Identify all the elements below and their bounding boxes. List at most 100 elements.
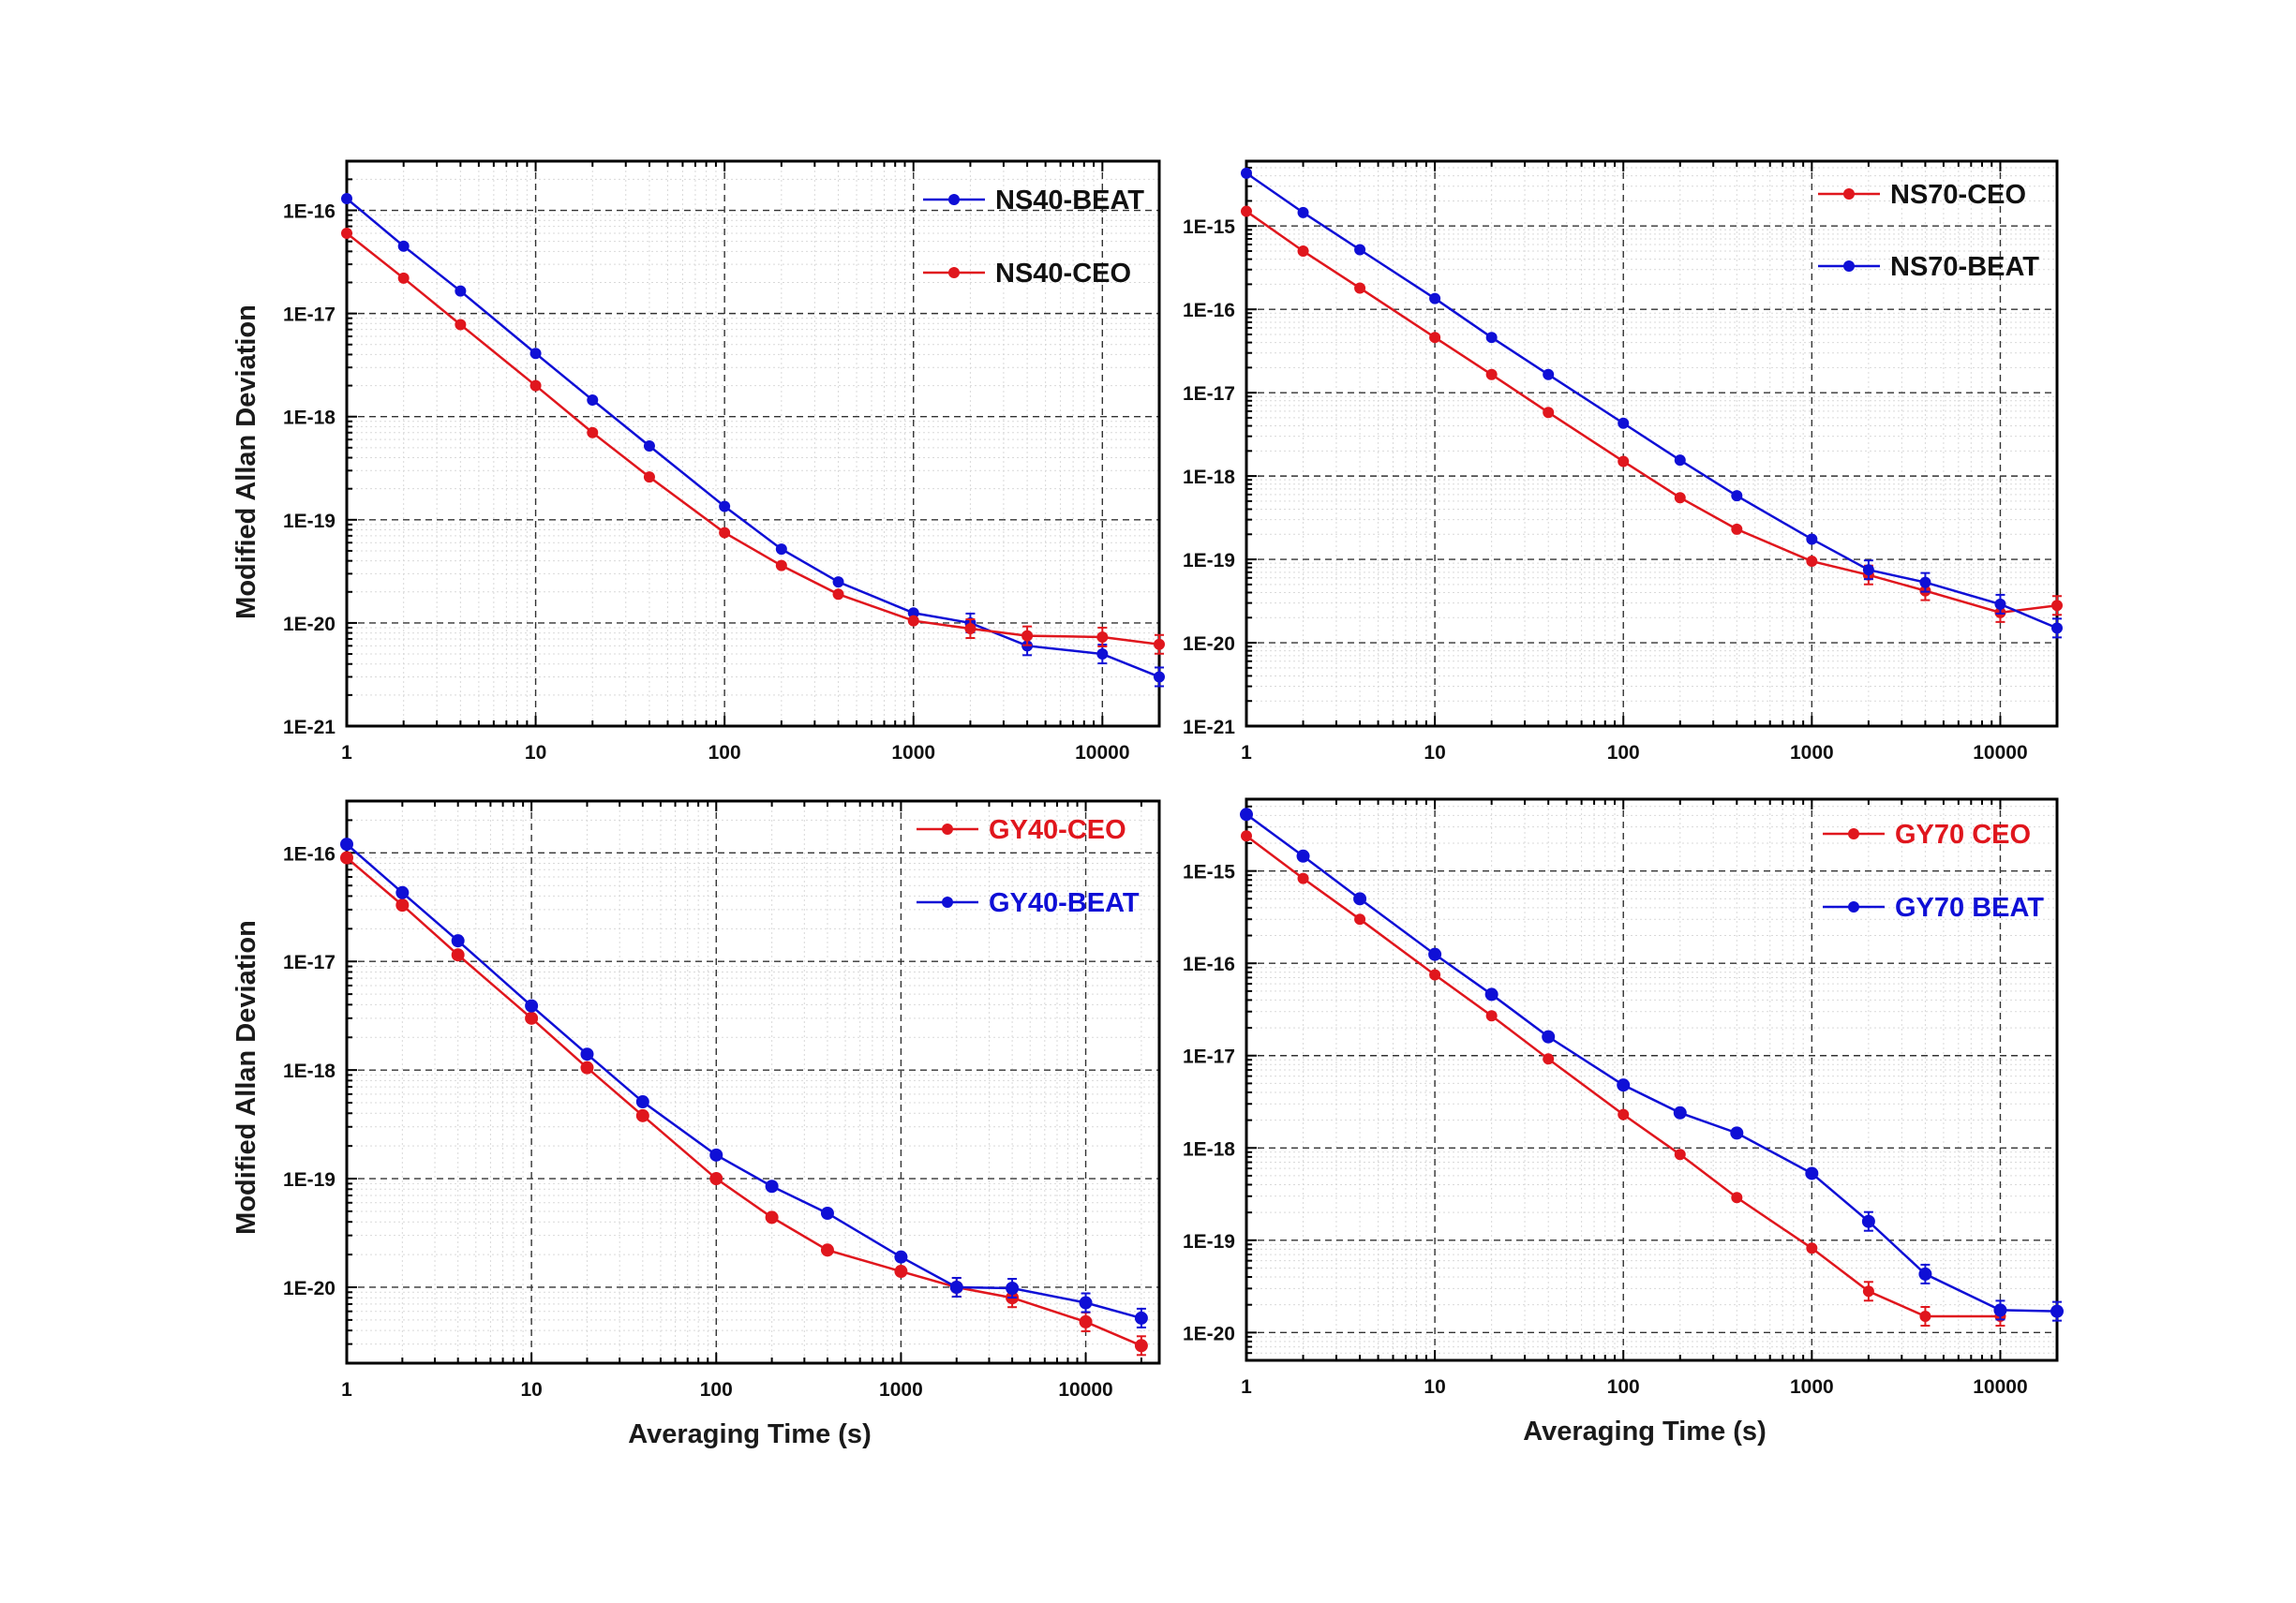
data-point [832, 576, 844, 588]
data-point [1543, 368, 1555, 380]
data-point [1805, 1166, 1819, 1180]
data-point [451, 934, 465, 948]
legend-entry: GY70 CEO [1823, 820, 2031, 850]
data-point [894, 1250, 908, 1264]
data-point [832, 588, 844, 601]
y-tick-label: 1E-16 [1183, 300, 1235, 321]
y-axis-label-top: Modified Allan Deviation [231, 304, 261, 619]
y-tick-label: 1E-15 [1183, 216, 1235, 238]
data-point [1542, 1030, 1556, 1044]
data-point [525, 999, 539, 1013]
x-tick-label: 1 [341, 1379, 352, 1401]
data-point [1096, 631, 1109, 643]
y-tick-label: 1E-17 [283, 952, 335, 973]
data-point [397, 240, 410, 252]
panel-bottom-left: 1 10 100 1000 10000 1E-20 1E-19 1E-18 1E-17 1E-16… [283, 799, 1161, 1401]
plot-frame [345, 159, 1161, 728]
legend-label: NS40-BEAT [995, 186, 1144, 215]
series-gy70-beat [1240, 808, 2064, 1322]
x-tick-label: 10 [525, 742, 546, 764]
data-point [1134, 1311, 1148, 1325]
x-tick-label: 1000 [1790, 1376, 1834, 1398]
major-grid [347, 161, 1159, 726]
data-point [820, 1207, 834, 1221]
data-point [397, 272, 410, 284]
series-ns40-ceo [341, 227, 1165, 655]
legend-label: GY40-CEO [989, 815, 1126, 845]
data-point [2051, 600, 2063, 612]
series-line [1245, 813, 2058, 1313]
data-point [1297, 206, 1309, 218]
y-tick-label: 1E-17 [1183, 1046, 1235, 1068]
data-point [1354, 282, 1366, 294]
y-tick-label: 1E-18 [1183, 467, 1235, 488]
legend-label: NS40-CEO [995, 259, 1131, 289]
data-point [1079, 1314, 1093, 1328]
x-tick-label: 10 [520, 1379, 542, 1401]
panel-top-left: 1 10 100 1000 10000 1E-21 1E-20 1E-19 1E-18 1E-17… [283, 159, 1165, 764]
legend-marker [942, 824, 953, 835]
y-tick-label: 1E-18 [283, 408, 335, 429]
data-point [775, 559, 787, 571]
data-point [820, 1243, 834, 1257]
x-tick-label: 1000 [879, 1379, 923, 1401]
legend-marker [1848, 828, 1859, 839]
data-point [1006, 1281, 1020, 1295]
data-point [580, 1061, 594, 1075]
x-axis-label-right: Averaging Time (s) [1523, 1417, 1766, 1447]
data-point [1134, 1339, 1148, 1353]
data-point [1543, 1053, 1555, 1065]
y-tick-label: 1E-20 [283, 614, 335, 635]
data-point [1296, 849, 1310, 863]
data-point [1021, 630, 1034, 642]
x-tick-label: 100 [700, 1379, 733, 1401]
legend-marker [942, 897, 953, 908]
data-point [529, 348, 542, 360]
data-point [1485, 332, 1498, 344]
legend-entry: NS70-BEAT [1818, 252, 2039, 282]
data-point [1429, 292, 1441, 304]
y-tick-label: 1E-17 [283, 304, 335, 326]
data-point [1918, 1267, 1932, 1281]
x-tick-label: 1000 [1790, 742, 1834, 764]
x-tick-label: 10000 [1058, 1379, 1112, 1401]
data-point [1862, 564, 1874, 576]
x-tick-label: 1 [341, 742, 352, 764]
data-point [1862, 1285, 1874, 1298]
panel-bottom-right: 1 10 100 1000 10000 1E-20 1E-19 1E-18 1E-17 1E-16… [1183, 797, 2064, 1398]
data-point [635, 1108, 649, 1122]
major-grid [1246, 161, 2057, 726]
data-point [1241, 205, 1252, 217]
data-point [1731, 523, 1743, 535]
data-point [1484, 987, 1498, 1002]
series-line [346, 843, 1142, 1320]
data-point [964, 623, 977, 635]
data-point [1731, 1192, 1743, 1204]
data-point [1297, 245, 1309, 258]
data-point [1429, 332, 1441, 344]
legend-entry: NS70-CEO [1818, 180, 2026, 210]
data-point [907, 615, 919, 627]
x-tick-label: 10000 [1973, 742, 2027, 764]
data-point [1079, 1296, 1093, 1310]
data-point [1485, 1010, 1498, 1022]
legend-label: NS70-CEO [1890, 180, 2026, 210]
data-point [1353, 892, 1367, 906]
x-tick-label: 100 [1607, 742, 1640, 764]
data-point [643, 439, 655, 452]
data-point [1154, 671, 1165, 683]
legend-label: GY70 BEAT [1895, 893, 2044, 923]
data-point [1673, 1106, 1687, 1120]
data-point [1241, 830, 1252, 842]
y-tick-label: 1E-20 [1183, 1323, 1235, 1344]
y-tick-label: 1E-21 [1183, 717, 1235, 738]
data-point [709, 1172, 723, 1186]
series-line [346, 856, 1142, 1347]
series-ns70-beat [1241, 167, 2063, 639]
y-tick-label: 1E-18 [283, 1061, 335, 1082]
x-tick-label: 10 [1424, 1376, 1445, 1398]
y-tick-label: 1E-20 [1183, 633, 1235, 655]
series-line [1245, 210, 2058, 615]
